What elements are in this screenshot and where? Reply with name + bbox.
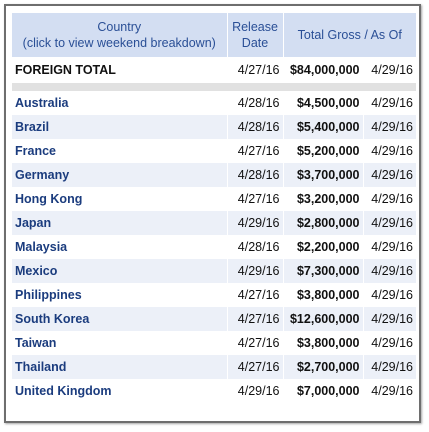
- as-of-date: 4/29/16: [363, 307, 417, 331]
- table-row: Taiwan 4/27/16 $3,800,000 4/29/16: [12, 331, 416, 355]
- as-of-date: 4/29/16: [371, 144, 414, 158]
- separator: [12, 83, 417, 91]
- as-of-date: 4/29/16: [371, 384, 414, 398]
- total-gross: $5,400,000: [283, 115, 364, 139]
- table-row: Australia 4/28/16 $4,500,000 4/29/16: [12, 91, 416, 115]
- release-date: 4/28/16: [227, 115, 284, 139]
- as-of-date: 4/29/16: [363, 163, 417, 187]
- header-total-gross: Total Gross / As Of: [283, 13, 417, 57]
- total-gross: $3,800,000: [283, 283, 364, 307]
- total-gross: $5,200,000: [283, 139, 364, 163]
- table-row: Japan 4/29/16 $2,800,000 4/29/16: [12, 211, 417, 235]
- country-link[interactable]: Germany: [12, 163, 228, 187]
- foreign-gross-table: Country (click to view weekend breakdown…: [12, 13, 417, 403]
- release-date: 4/28/16: [227, 163, 284, 187]
- country-link[interactable]: Japan: [12, 211, 228, 235]
- header-release-date: Release Date: [227, 13, 284, 57]
- as-of-date: 4/29/16: [363, 355, 417, 379]
- country-link[interactable]: Hong Kong: [12, 187, 228, 211]
- country-link[interactable]: Mexico: [12, 259, 228, 283]
- as-of-date: 4/29/16: [363, 211, 417, 235]
- country-link[interactable]: Australia: [12, 91, 228, 115]
- release-date: 4/28/16: [227, 235, 284, 259]
- total-gross: $12,600,000: [283, 307, 364, 331]
- country-link[interactable]: France: [12, 139, 228, 163]
- release-date: 4/27/16: [227, 331, 284, 355]
- foreign-total-row: FOREIGN TOTAL 4/27/16 $84,000,000 4/29/1…: [12, 57, 416, 83]
- release-date: 4/27/16: [227, 355, 284, 379]
- country-link[interactable]: Malaysia: [12, 235, 228, 259]
- table-row: United Kingdom 4/29/16 $7,000,000 4/29/16: [12, 379, 416, 403]
- total-country: FOREIGN TOTAL: [12, 57, 228, 83]
- table-row: Thailand 4/27/16 $2,700,000 4/29/16: [12, 355, 417, 379]
- as-of-date: 4/29/16: [371, 192, 414, 206]
- total-gross: $84,000,000: [283, 57, 364, 83]
- country-link[interactable]: Taiwan: [12, 331, 228, 355]
- table-row: South Korea 4/27/16 $12,600,000 4/29/16: [12, 307, 417, 331]
- release-date: 4/27/16: [227, 283, 284, 307]
- total-gross: $3,700,000: [283, 163, 364, 187]
- release-date: 4/29/16: [227, 259, 284, 283]
- table-row: Germany 4/28/16 $3,700,000 4/29/16: [12, 163, 417, 187]
- total-as-of: 4/29/16: [371, 63, 414, 77]
- total-gross: $2,200,000: [283, 235, 364, 259]
- separator-row: [12, 83, 417, 91]
- release-date: 4/28/16: [227, 91, 284, 115]
- as-of-date: 4/29/16: [371, 240, 414, 254]
- table-row: Philippines 4/27/16 $3,800,000 4/29/16: [12, 283, 416, 307]
- header-country: Country (click to view weekend breakdown…: [12, 13, 228, 57]
- table-frame: Country (click to view weekend breakdown…: [4, 4, 421, 423]
- release-date: 4/27/16: [227, 307, 284, 331]
- total-gross: $7,300,000: [283, 259, 364, 283]
- as-of-date: 4/29/16: [371, 336, 414, 350]
- header-row: Country (click to view weekend breakdown…: [12, 13, 417, 57]
- country-link[interactable]: United Kingdom: [12, 379, 228, 403]
- total-release-date: 4/27/16: [227, 57, 284, 83]
- table-row: Hong Kong 4/27/16 $3,200,000 4/29/16: [12, 187, 416, 211]
- header-country-hint: (click to view weekend breakdown): [22, 36, 216, 50]
- header-country-title: Country: [97, 20, 142, 34]
- release-date: 4/29/16: [227, 211, 284, 235]
- total-gross: $7,000,000: [283, 379, 364, 403]
- total-gross: $3,800,000: [283, 331, 364, 355]
- total-gross: $2,700,000: [283, 355, 364, 379]
- header-release-line1: Release: [232, 20, 278, 34]
- country-link[interactable]: Philippines: [12, 283, 228, 307]
- as-of-date: 4/29/16: [371, 288, 414, 302]
- as-of-date: 4/29/16: [371, 96, 414, 110]
- total-gross: $2,800,000: [283, 211, 364, 235]
- release-date: 4/27/16: [227, 139, 284, 163]
- header-release-line2: Date: [241, 36, 269, 50]
- total-gross: $4,500,000: [283, 91, 364, 115]
- table-row: France 4/27/16 $5,200,000 4/29/16: [12, 139, 416, 163]
- release-date: 4/27/16: [227, 187, 284, 211]
- total-gross: $3,200,000: [283, 187, 364, 211]
- table-row: Malaysia 4/28/16 $2,200,000 4/29/16: [12, 235, 416, 259]
- as-of-date: 4/29/16: [363, 259, 417, 283]
- release-date: 4/29/16: [227, 379, 284, 403]
- as-of-date: 4/29/16: [363, 115, 417, 139]
- country-link[interactable]: Thailand: [12, 355, 228, 379]
- table-row: Brazil 4/28/16 $5,400,000 4/29/16: [12, 115, 417, 139]
- country-link[interactable]: South Korea: [12, 307, 228, 331]
- table-row: Mexico 4/29/16 $7,300,000 4/29/16: [12, 259, 417, 283]
- country-link[interactable]: Brazil: [12, 115, 228, 139]
